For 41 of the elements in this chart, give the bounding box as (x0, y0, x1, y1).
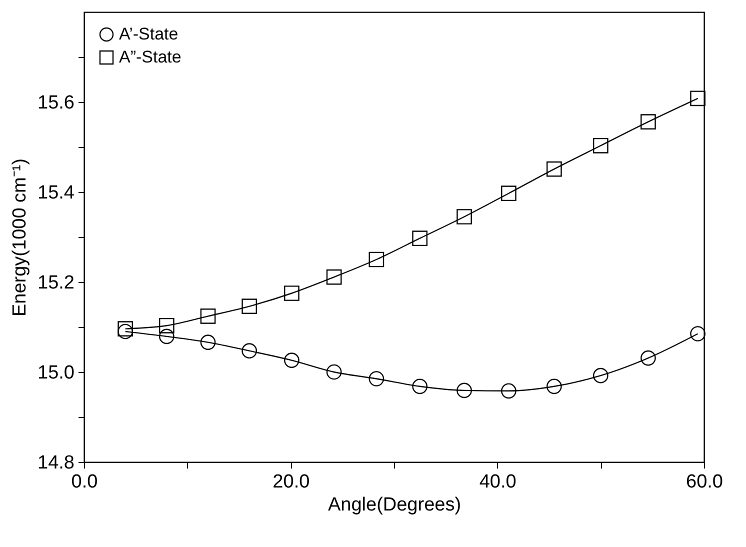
y-tick-label: 15.0 (38, 362, 74, 384)
point (501, 186, 516, 202)
point (456, 382, 472, 398)
point (368, 252, 384, 268)
y-tick-label: 15.6 (38, 92, 74, 114)
x-tick-label: 60.0 (686, 472, 723, 492)
point (242, 298, 258, 314)
point (640, 350, 656, 366)
point (456, 209, 472, 224)
point (690, 326, 706, 342)
point (592, 368, 608, 384)
point (118, 324, 134, 340)
x-tick-label: 0.0 (71, 472, 98, 492)
point (118, 321, 134, 336)
point (158, 318, 174, 334)
point (592, 138, 608, 154)
x-axis-title: Angle(Degrees) (328, 494, 462, 516)
point (326, 364, 342, 380)
y-tick-label: 15.4 (38, 182, 75, 204)
point (640, 114, 656, 130)
y-axis-title: Energy(1000 cm⁻¹) (10, 158, 31, 317)
y-tick-label: 15.2 (38, 272, 74, 294)
x-tick-label: 20.0 (272, 472, 310, 492)
point (501, 383, 516, 399)
y-tick-label: 14.8 (38, 452, 74, 474)
legend-label: A”-State (119, 48, 182, 66)
point (546, 378, 562, 394)
x-tick-label: 40.0 (479, 472, 516, 492)
point (690, 90, 706, 106)
point (326, 269, 342, 285)
point (284, 352, 300, 368)
point (412, 230, 428, 246)
point (200, 334, 216, 350)
point (242, 343, 258, 359)
point (284, 286, 300, 301)
point (200, 308, 216, 324)
point (158, 328, 174, 344)
point (368, 371, 384, 386)
point (412, 378, 428, 394)
point (546, 161, 562, 177)
legend-label: A’-State (119, 24, 178, 44)
